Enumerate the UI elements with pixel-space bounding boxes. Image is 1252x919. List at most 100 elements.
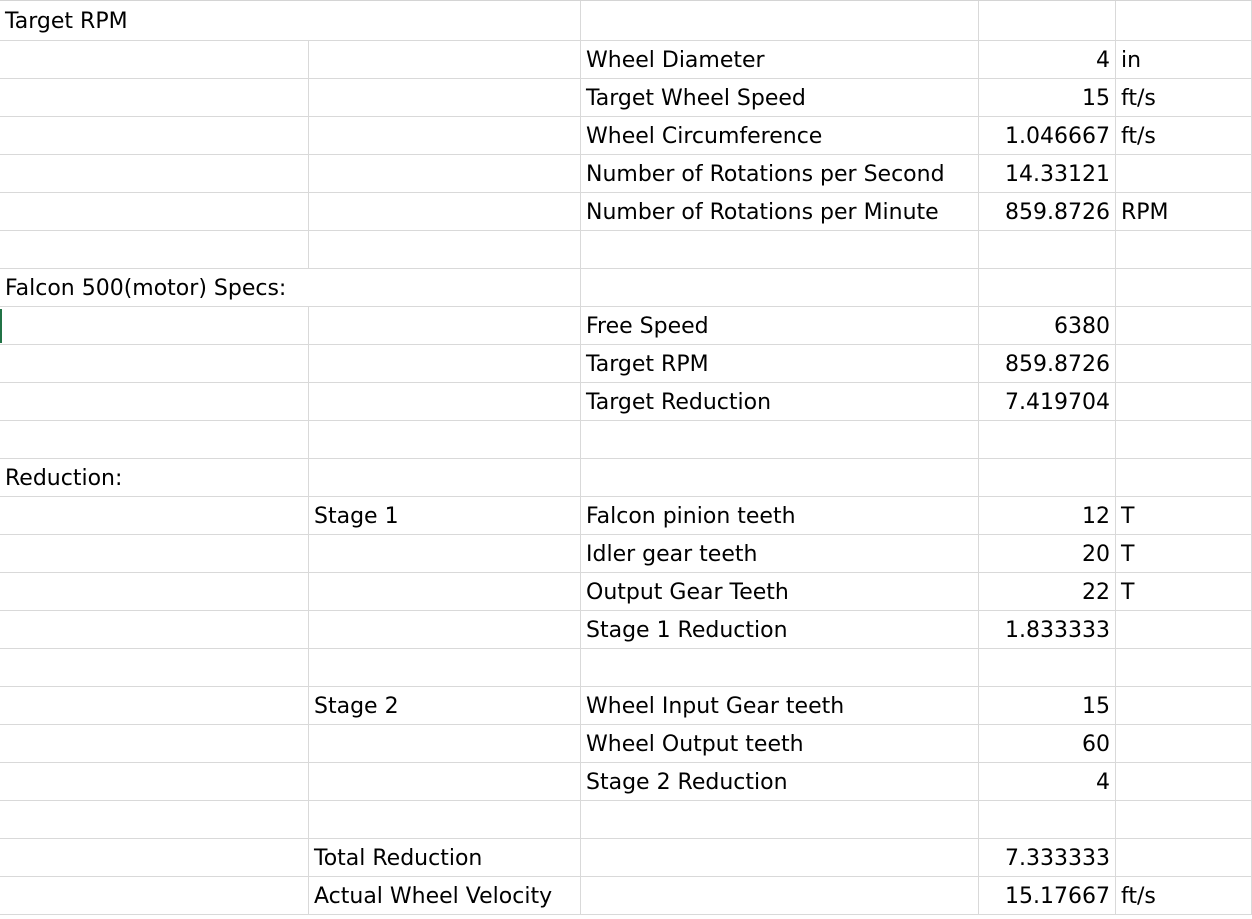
cell-c[interactable] bbox=[581, 801, 979, 838]
cell-c[interactable] bbox=[581, 649, 979, 686]
cell-d[interactable] bbox=[979, 801, 1116, 838]
cell-e[interactable]: T bbox=[1116, 535, 1252, 572]
cell-c[interactable] bbox=[581, 1, 979, 40]
cell-c[interactable]: Falcon pinion teeth bbox=[581, 497, 979, 534]
cell-a[interactable] bbox=[0, 193, 309, 230]
cell-d[interactable]: 15 bbox=[979, 79, 1116, 116]
cell-c[interactable] bbox=[581, 839, 979, 876]
cell-e[interactable] bbox=[1116, 269, 1252, 306]
cell-b[interactable] bbox=[309, 801, 581, 838]
cell-b[interactable] bbox=[309, 763, 581, 800]
cell-b[interactable] bbox=[309, 535, 581, 572]
cell-b[interactable] bbox=[309, 117, 581, 154]
cell-b[interactable] bbox=[309, 649, 581, 686]
cell-d[interactable] bbox=[979, 649, 1116, 686]
cell-a[interactable] bbox=[0, 725, 309, 762]
cell-d[interactable]: 1.046667 bbox=[979, 117, 1116, 154]
cell-d[interactable] bbox=[979, 269, 1116, 306]
cell-a[interactable] bbox=[0, 79, 309, 116]
cell-a[interactable]: Reduction: bbox=[0, 459, 309, 496]
cell-a[interactable]: Target RPM bbox=[5, 9, 128, 34]
cell-c[interactable]: Stage 2 Reduction bbox=[581, 763, 979, 800]
cell-e[interactable] bbox=[1116, 155, 1252, 192]
cell-c[interactable] bbox=[581, 269, 979, 306]
cell-e[interactable] bbox=[1116, 611, 1252, 648]
cell-d[interactable]: 1.833333 bbox=[979, 611, 1116, 648]
cell-a[interactable] bbox=[0, 307, 309, 344]
cell-b[interactable]: Actual Wheel Velocity bbox=[309, 877, 581, 914]
cell-a[interactable] bbox=[0, 573, 309, 610]
cell-b[interactable] bbox=[309, 155, 581, 192]
cell-c[interactable]: Wheel Circumference bbox=[581, 117, 979, 154]
cell-a[interactable] bbox=[0, 41, 309, 78]
cell-c[interactable]: Wheel Output teeth bbox=[581, 725, 979, 762]
cell-a[interactable] bbox=[0, 611, 309, 648]
cell-b[interactable] bbox=[309, 573, 581, 610]
cell-d[interactable]: 7.333333 bbox=[979, 839, 1116, 876]
cell-c[interactable]: Target RPM bbox=[581, 345, 979, 382]
cell-e[interactable]: in bbox=[1116, 41, 1252, 78]
cell-e[interactable]: T bbox=[1116, 573, 1252, 610]
cell-b[interactable] bbox=[309, 725, 581, 762]
cell-d[interactable]: 20 bbox=[979, 535, 1116, 572]
cell-e[interactable] bbox=[1116, 231, 1252, 268]
cell-d[interactable]: 7.419704 bbox=[979, 383, 1116, 420]
cell-d[interactable]: 4 bbox=[979, 41, 1116, 78]
cell-b[interactable] bbox=[309, 231, 581, 268]
cell-b[interactable] bbox=[309, 1, 581, 40]
cell-e[interactable] bbox=[1116, 763, 1252, 800]
cell-d[interactable]: 12 bbox=[979, 497, 1116, 534]
cell-e[interactable] bbox=[1116, 801, 1252, 838]
cell-b[interactable] bbox=[309, 79, 581, 116]
cell-d[interactable]: 60 bbox=[979, 725, 1116, 762]
cell-b[interactable] bbox=[309, 421, 581, 458]
cell-c[interactable] bbox=[581, 459, 979, 496]
cell-e[interactable]: ft/s bbox=[1116, 117, 1252, 154]
cell-b[interactable] bbox=[309, 611, 581, 648]
cell-e[interactable]: RPM bbox=[1116, 193, 1252, 230]
cell-e[interactable] bbox=[1116, 421, 1252, 458]
cell-b[interactable] bbox=[309, 383, 581, 420]
cell-a[interactable] bbox=[0, 117, 309, 154]
cell-d[interactable]: 6380 bbox=[979, 307, 1116, 344]
cell-d[interactable]: 15.17667 bbox=[979, 877, 1116, 914]
cell-a[interactable] bbox=[0, 497, 309, 534]
cell-a[interactable] bbox=[0, 839, 309, 876]
cell-e[interactable]: T bbox=[1116, 497, 1252, 534]
cell-b[interactable] bbox=[309, 307, 581, 344]
cell-e[interactable] bbox=[1116, 687, 1252, 724]
cell-e[interactable]: ft/s bbox=[1116, 877, 1252, 914]
cell-a[interactable]: Falcon 500(motor) Specs: bbox=[5, 276, 287, 301]
cell-c[interactable] bbox=[581, 231, 979, 268]
cell-a[interactable] bbox=[0, 345, 309, 382]
cell-c[interactable]: Idler gear teeth bbox=[581, 535, 979, 572]
cell-c[interactable] bbox=[581, 421, 979, 458]
cell-e[interactable]: ft/s bbox=[1116, 79, 1252, 116]
cell-d[interactable] bbox=[979, 231, 1116, 268]
cell-d[interactable]: 15 bbox=[979, 687, 1116, 724]
cell-a[interactable] bbox=[0, 763, 309, 800]
cell-e[interactable] bbox=[1116, 725, 1252, 762]
cell-a[interactable] bbox=[0, 649, 309, 686]
cell-a[interactable] bbox=[0, 231, 309, 268]
cell-d[interactable]: 4 bbox=[979, 763, 1116, 800]
cell-d[interactable]: 14.33121 bbox=[979, 155, 1116, 192]
cell-c[interactable]: Wheel Diameter bbox=[581, 41, 979, 78]
cell-b[interactable]: Total Reduction bbox=[309, 839, 581, 876]
cell-a[interactable] bbox=[0, 801, 309, 838]
cell-e[interactable] bbox=[1116, 307, 1252, 344]
cell-e[interactable] bbox=[1116, 1, 1252, 40]
cell-b[interactable] bbox=[309, 269, 581, 306]
cell-a[interactable] bbox=[0, 687, 309, 724]
cell-c[interactable]: Free Speed bbox=[581, 307, 979, 344]
cell-c[interactable]: Target Wheel Speed bbox=[581, 79, 979, 116]
cell-e[interactable] bbox=[1116, 649, 1252, 686]
cell-a[interactable] bbox=[0, 155, 309, 192]
cell-b[interactable]: Stage 2 bbox=[309, 687, 581, 724]
cell-a[interactable] bbox=[0, 421, 309, 458]
cell-a[interactable] bbox=[0, 383, 309, 420]
cell-c[interactable]: Number of Rotations per Second bbox=[581, 155, 979, 192]
cell-c[interactable]: Stage 1 Reduction bbox=[581, 611, 979, 648]
cell-d[interactable]: 22 bbox=[979, 573, 1116, 610]
cell-b[interactable] bbox=[309, 459, 581, 496]
